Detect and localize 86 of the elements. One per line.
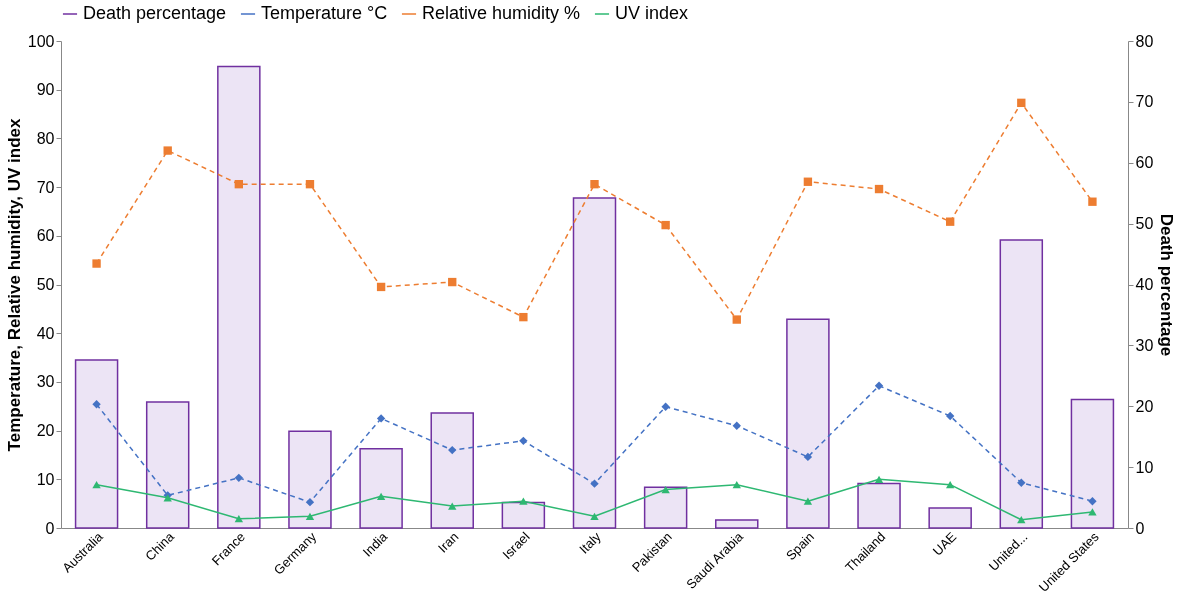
point [1017, 516, 1026, 524]
legend-label: UV index [615, 3, 689, 23]
point [803, 452, 813, 462]
point [1088, 197, 1097, 206]
bar [572, 197, 617, 529]
point [234, 515, 244, 523]
y-tick-label: 90 [36, 81, 55, 99]
y2-tick-label: 70 [1135, 93, 1154, 111]
point [234, 179, 244, 189]
y-tick-label: 30 [36, 373, 55, 391]
point [1017, 478, 1026, 487]
bar [999, 239, 1044, 529]
point [732, 481, 741, 489]
point [874, 475, 884, 483]
point [448, 445, 457, 455]
x-tick-label: Italy [576, 528, 605, 557]
bar [74, 359, 119, 529]
bar [217, 65, 261, 529]
point [305, 512, 315, 520]
y2-tick-label: 50 [1135, 215, 1154, 233]
point [661, 220, 670, 230]
point [590, 512, 599, 520]
point [874, 184, 884, 194]
point [945, 411, 955, 421]
bar [1070, 398, 1115, 529]
point [803, 497, 813, 505]
y-tick-label: 20 [36, 422, 55, 440]
point [732, 315, 741, 324]
point [448, 502, 457, 510]
point [1017, 98, 1026, 108]
point [945, 217, 955, 226]
legend-label: Relative humidity % [422, 3, 581, 23]
y2-tick-label: 20 [1135, 397, 1154, 415]
point [661, 402, 670, 411]
y2-tick-label: 0 [1135, 519, 1145, 537]
point [448, 277, 457, 287]
bar [928, 507, 972, 529]
point [590, 179, 599, 189]
point [305, 179, 315, 189]
y-tick-label: 50 [36, 276, 55, 293]
point [92, 400, 101, 409]
y2-tick-label: 40 [1135, 276, 1154, 293]
legend-label: Death percentage [83, 3, 227, 23]
bar [643, 486, 688, 529]
bar [501, 501, 546, 529]
point [803, 177, 813, 186]
point [945, 481, 955, 489]
point [1088, 508, 1097, 516]
point [163, 146, 172, 155]
y2-axis-title: Death percentage [1157, 213, 1177, 357]
y-tick-label: 70 [36, 178, 55, 196]
point [1088, 497, 1097, 506]
bar [359, 448, 403, 529]
y-tick-label: 60 [36, 227, 55, 245]
point [305, 498, 315, 507]
point [92, 259, 101, 268]
y2-tick-label: 80 [1135, 32, 1154, 50]
y2-tick-label: 60 [1135, 154, 1154, 172]
point [732, 421, 741, 430]
bar [288, 430, 332, 529]
point [376, 414, 386, 423]
y-tick-label: 100 [27, 32, 55, 50]
legend-label: Temperature °C [261, 3, 388, 23]
x-tick-label: Iran [434, 529, 462, 556]
y-tick-label: 0 [45, 519, 55, 537]
bar [430, 412, 474, 529]
y2-tick-label: 30 [1135, 336, 1154, 354]
point [590, 479, 599, 488]
y-tick-label: 10 [36, 470, 55, 488]
point [519, 497, 528, 505]
y-tick-label: 80 [36, 129, 55, 147]
bar [145, 401, 190, 529]
point [661, 485, 670, 494]
point [92, 481, 101, 489]
point [376, 492, 386, 500]
bar [857, 482, 901, 529]
point [376, 282, 386, 292]
bar [715, 519, 759, 529]
point [874, 381, 884, 390]
bar [786, 318, 830, 529]
point [519, 436, 528, 446]
y-axis-title: Temperature, Relative humidity, UV index [4, 118, 24, 452]
point [519, 312, 528, 322]
y2-tick-label: 10 [1135, 458, 1154, 476]
point [234, 473, 244, 483]
y-tick-label: 40 [36, 324, 55, 342]
